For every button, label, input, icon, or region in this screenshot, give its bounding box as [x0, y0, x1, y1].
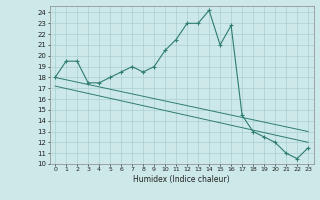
- X-axis label: Humidex (Indice chaleur): Humidex (Indice chaleur): [133, 175, 230, 184]
